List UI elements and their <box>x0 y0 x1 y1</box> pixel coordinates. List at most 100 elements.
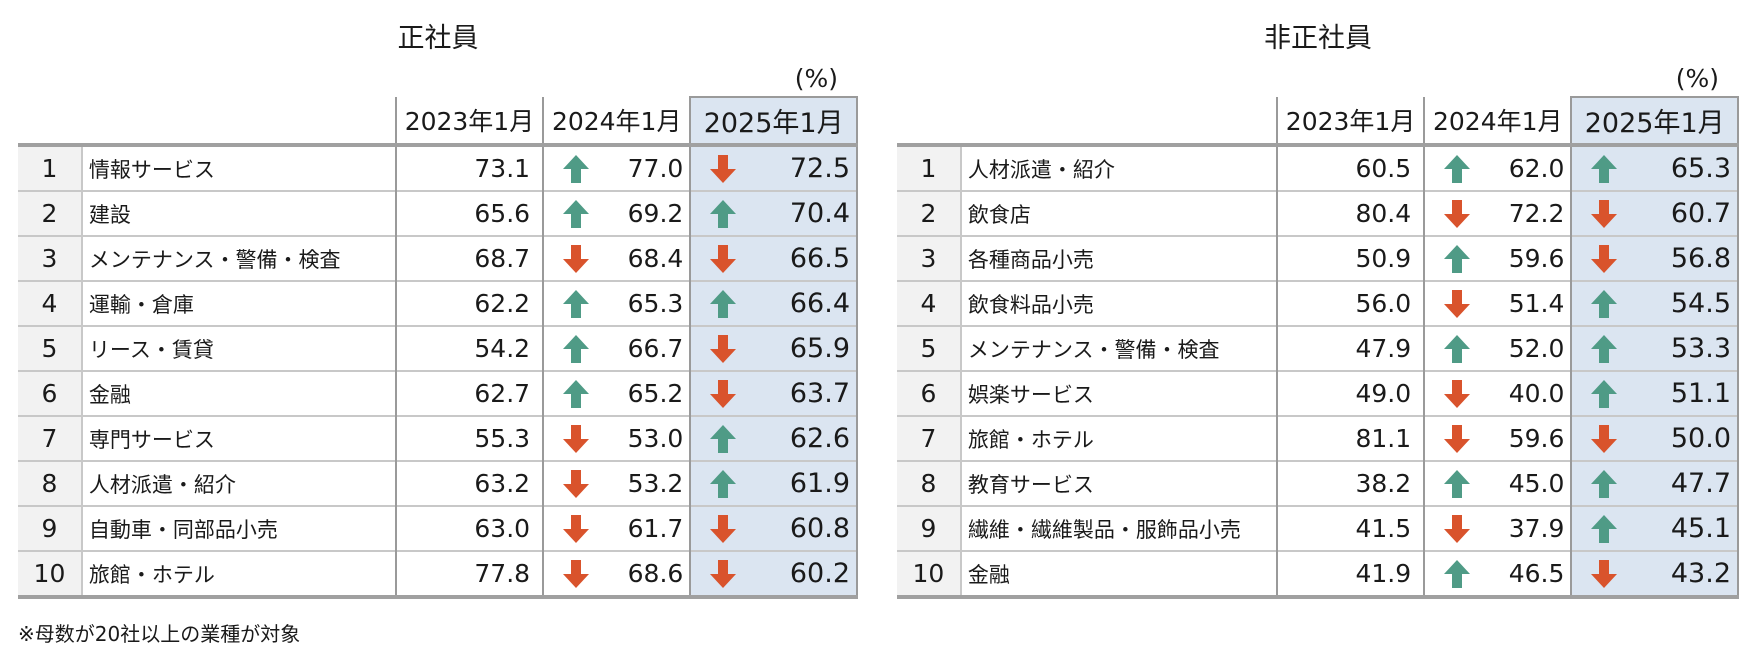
table-row: 3 各種商品小売 50.9 59.6 56.8 <box>897 236 1739 281</box>
header-2023: 2023年1月 <box>1275 97 1425 145</box>
unit-label: (%) <box>1675 64 1719 93</box>
value-2023-cell: 55.3 <box>394 416 544 461</box>
rank-cell: 8 <box>18 461 83 506</box>
header-2024: 2024年1月 <box>1423 97 1572 145</box>
industry-cell: 飲食料品小売 <box>967 292 1094 317</box>
table-row: 8 人材派遣・紹介 63.2 53.2 61.9 <box>18 461 858 506</box>
header-industry <box>961 97 1277 145</box>
value-2025-cell: 61.9 <box>689 461 858 506</box>
value-2024: 59.6 <box>1508 244 1565 273</box>
industry-cell: リース・賃貸 <box>88 337 214 362</box>
value-2024: 68.4 <box>627 244 684 273</box>
rank-cell: 3 <box>18 236 83 281</box>
value-2023-cell: 68.7 <box>394 236 544 281</box>
value-2024: 72.2 <box>1508 199 1565 228</box>
rank-cell: 6 <box>18 371 83 416</box>
value-2023-cell: 60.5 <box>1275 145 1425 191</box>
arrow-down-icon <box>710 559 737 588</box>
value-2025: 47.7 <box>1670 468 1731 499</box>
value-2024-cell: 52.0 <box>1423 326 1572 371</box>
table-body: 1 人材派遣・紹介 60.5 62.0 65.3 2 飲食店 80.4 72.2 60.7 3 各種商… <box>897 145 1739 597</box>
value-2025-cell: 60.7 <box>1570 191 1739 236</box>
value-2023-cell: 38.2 <box>1275 461 1425 506</box>
value-2025-cell: 60.2 <box>689 551 858 597</box>
value-2025-cell: 63.7 <box>689 371 858 416</box>
value-2024: 69.2 <box>627 199 684 228</box>
arrow-up-icon <box>563 379 590 408</box>
value-2025: 70.4 <box>789 198 850 229</box>
table-row: 5 メンテナンス・警備・検査 47.9 52.0 53.3 <box>897 326 1739 371</box>
header-row: 2023年1月 2024年1月 2025年1月 <box>18 96 858 145</box>
value-2023-cell: 80.4 <box>1275 191 1425 236</box>
industry-cell: 各種商品小売 <box>967 247 1094 272</box>
arrow-down-icon <box>710 514 737 543</box>
rank-cell: 7 <box>18 416 83 461</box>
arrow-down-icon <box>563 244 590 273</box>
value-2024-cell: 59.6 <box>1423 416 1572 461</box>
rank-cell: 9 <box>897 506 962 551</box>
value-2024-cell: 53.0 <box>542 416 691 461</box>
value-2025-cell: 65.3 <box>1570 145 1739 191</box>
value-2023-cell: 41.9 <box>1275 551 1425 597</box>
value-2024: 40.0 <box>1508 379 1565 408</box>
non-regular-employee-panel: 非正社員 (%) 2023年1月 2024年1月 2025年1月 1 人材派遣・紹… <box>897 0 1739 599</box>
value-2024: 68.6 <box>627 559 684 588</box>
header-industry <box>82 97 396 145</box>
value-2024-cell: 61.7 <box>542 506 691 551</box>
arrow-down-icon <box>563 424 590 453</box>
table-row: 6 娯楽サービス 49.0 40.0 51.1 <box>897 371 1739 416</box>
value-2023-cell: 81.1 <box>1275 416 1425 461</box>
value-2024: 59.6 <box>1508 424 1565 453</box>
rank-cell: 1 <box>897 145 962 191</box>
arrow-up-icon <box>710 199 737 228</box>
industry-cell: 旅館・ホテル <box>88 562 215 587</box>
value-2023-cell: 41.5 <box>1275 506 1425 551</box>
arrow-down-icon <box>1444 289 1471 318</box>
arrow-up-icon <box>1444 154 1471 183</box>
value-2024: 65.2 <box>627 379 684 408</box>
arrow-down-icon <box>1591 199 1618 228</box>
value-2025: 45.1 <box>1670 513 1731 544</box>
arrow-up-icon <box>563 334 590 363</box>
rank-cell: 4 <box>897 281 962 326</box>
value-2024-cell: 72.2 <box>1423 191 1572 236</box>
arrow-up-icon <box>710 289 737 318</box>
value-2023-cell: 73.1 <box>394 145 544 191</box>
value-2024: 45.0 <box>1508 469 1565 498</box>
arrow-down-icon <box>1444 424 1471 453</box>
table-row: 3 メンテナンス・警備・検査 68.7 68.4 66.5 <box>18 236 858 281</box>
value-2024-cell: 68.4 <box>542 236 691 281</box>
industry-cell: 自動車・同部品小売 <box>88 517 278 542</box>
table-row: 10 金融 41.9 46.5 43.2 <box>897 551 1739 597</box>
value-2024-cell: 62.0 <box>1423 145 1572 191</box>
table-row: 5 リース・賃貸 54.2 66.7 65.9 <box>18 326 858 371</box>
rank-cell: 9 <box>18 506 83 551</box>
table-row: 10 旅館・ホテル 77.8 68.6 60.2 <box>18 551 858 597</box>
value-2023-cell: 62.7 <box>394 371 544 416</box>
value-2025-cell: 70.4 <box>689 191 858 236</box>
value-2025-cell: 47.7 <box>1570 461 1739 506</box>
value-2025-cell: 65.9 <box>689 326 858 371</box>
value-2025-cell: 50.0 <box>1570 416 1739 461</box>
value-2023-cell: 50.9 <box>1275 236 1425 281</box>
arrow-down-icon <box>1591 559 1618 588</box>
arrow-down-icon <box>710 334 737 363</box>
value-2025-cell: 43.2 <box>1570 551 1739 597</box>
value-2025: 62.6 <box>789 423 850 454</box>
value-2023-cell: 54.2 <box>394 326 544 371</box>
value-2025: 65.3 <box>1670 153 1731 184</box>
value-2023-cell: 56.0 <box>1275 281 1425 326</box>
rank-cell: 4 <box>18 281 83 326</box>
footnote: ※母数が20社以上の業種が対象 <box>18 622 301 646</box>
value-2024-cell: 53.2 <box>542 461 691 506</box>
value-2025-cell: 66.5 <box>689 236 858 281</box>
arrow-up-icon <box>1591 154 1618 183</box>
value-2025: 72.5 <box>789 153 850 184</box>
header-rank <box>897 97 961 145</box>
arrow-down-icon <box>710 379 737 408</box>
value-2024: 65.3 <box>627 289 684 318</box>
rank-cell: 5 <box>897 326 962 371</box>
industry-cell: 建設 <box>88 202 131 227</box>
arrow-up-icon <box>710 469 737 498</box>
industry-cell: 金融 <box>967 562 1010 587</box>
